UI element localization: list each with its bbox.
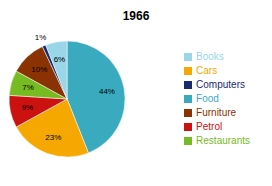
svg-text:10%: 10% [31, 65, 47, 74]
svg-text:6%: 6% [54, 55, 66, 64]
svg-text:23%: 23% [45, 133, 61, 142]
html-text:Furniture: Furniture [196, 107, 237, 118]
html-text:1966: 1966 [122, 9, 150, 23]
svg-text:44%: 44% [99, 87, 115, 96]
html-text:Cars: Cars [196, 65, 218, 76]
svg-text:1%: 1% [35, 33, 47, 42]
html-text:Restaurants: Restaurants [196, 135, 250, 146]
svg-text:9%: 9% [22, 103, 34, 112]
html-text:Food: Food [196, 93, 219, 104]
svg-text:7%: 7% [22, 83, 34, 92]
html-text:Computers: Computers [196, 79, 245, 90]
html-text:Petrol: Petrol [196, 121, 223, 132]
html-text:Books: Books [196, 51, 224, 62]
